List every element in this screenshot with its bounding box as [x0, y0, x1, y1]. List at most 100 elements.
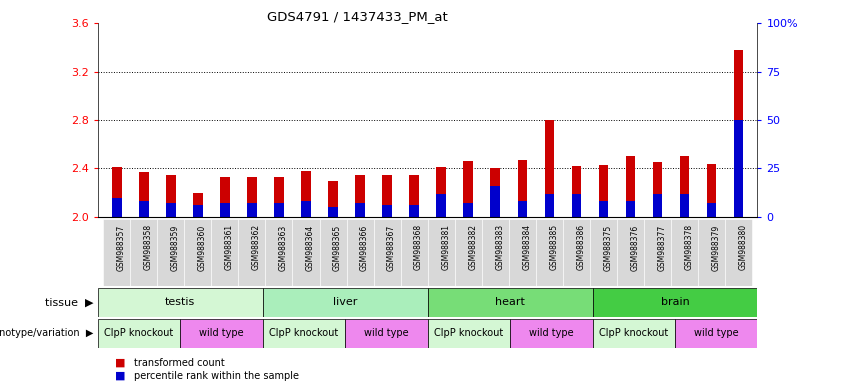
- Bar: [247, 177, 257, 217]
- Bar: [193, 205, 203, 217]
- Bar: [572, 166, 581, 217]
- Bar: [112, 198, 122, 217]
- Text: GSM988368: GSM988368: [414, 224, 423, 270]
- Bar: [382, 175, 391, 217]
- Bar: [98, 288, 263, 317]
- Text: GSM988357: GSM988357: [117, 224, 126, 270]
- Bar: [706, 204, 717, 217]
- Bar: [617, 219, 644, 286]
- Bar: [157, 219, 185, 286]
- Text: GSM988367: GSM988367: [387, 224, 396, 270]
- Bar: [274, 177, 283, 217]
- Text: GSM988385: GSM988385: [549, 224, 558, 270]
- Bar: [301, 202, 311, 217]
- Bar: [545, 194, 554, 217]
- Text: GSM988362: GSM988362: [252, 224, 261, 270]
- Bar: [356, 175, 365, 217]
- Text: GSM988360: GSM988360: [198, 224, 207, 270]
- Text: transformed count: transformed count: [134, 358, 225, 368]
- Bar: [545, 120, 554, 217]
- Bar: [653, 162, 662, 217]
- Bar: [464, 161, 473, 217]
- Bar: [112, 167, 122, 217]
- Bar: [653, 194, 662, 217]
- Text: liver: liver: [333, 297, 357, 308]
- Bar: [490, 186, 500, 217]
- Bar: [598, 165, 608, 217]
- Text: percentile rank within the sample: percentile rank within the sample: [134, 371, 299, 381]
- Bar: [572, 194, 581, 217]
- Bar: [382, 205, 391, 217]
- Bar: [592, 288, 757, 317]
- Bar: [409, 175, 419, 217]
- Bar: [328, 207, 338, 217]
- Bar: [247, 204, 257, 217]
- Bar: [517, 160, 527, 217]
- Bar: [220, 204, 230, 217]
- Text: GSM988363: GSM988363: [279, 224, 288, 270]
- Text: heart: heart: [495, 297, 525, 308]
- Bar: [166, 204, 175, 217]
- Text: wild type: wild type: [529, 328, 574, 338]
- Bar: [592, 319, 675, 348]
- Bar: [625, 202, 635, 217]
- Bar: [427, 319, 510, 348]
- Text: ■: ■: [115, 371, 125, 381]
- Bar: [427, 288, 592, 317]
- Text: GSM988376: GSM988376: [631, 224, 639, 270]
- Text: GSM988380: GSM988380: [739, 224, 747, 270]
- Text: wild type: wild type: [694, 328, 739, 338]
- Text: GSM988381: GSM988381: [441, 224, 450, 270]
- Text: GSM988361: GSM988361: [225, 224, 234, 270]
- Text: GSM988366: GSM988366: [360, 224, 369, 270]
- Text: ClpP knockout: ClpP knockout: [270, 328, 339, 338]
- Bar: [428, 219, 454, 286]
- Bar: [274, 204, 283, 217]
- Text: GSM988375: GSM988375: [603, 224, 613, 270]
- Bar: [590, 219, 617, 286]
- Bar: [734, 120, 743, 217]
- Text: GSM988359: GSM988359: [171, 224, 180, 270]
- Text: GSM988379: GSM988379: [711, 224, 721, 270]
- Bar: [437, 167, 446, 217]
- Bar: [401, 219, 427, 286]
- Bar: [211, 219, 238, 286]
- Bar: [193, 193, 203, 217]
- Bar: [238, 219, 266, 286]
- Bar: [510, 319, 592, 348]
- Text: GSM988365: GSM988365: [333, 224, 342, 270]
- Bar: [103, 219, 130, 286]
- Bar: [263, 319, 346, 348]
- Bar: [409, 205, 419, 217]
- Text: brain: brain: [660, 297, 689, 308]
- Bar: [301, 171, 311, 217]
- Text: genotype/variation  ▶: genotype/variation ▶: [0, 328, 94, 338]
- Bar: [698, 219, 725, 286]
- Bar: [490, 169, 500, 217]
- Bar: [139, 202, 149, 217]
- Bar: [482, 219, 509, 286]
- Text: ClpP knockout: ClpP knockout: [105, 328, 174, 338]
- Bar: [437, 194, 446, 217]
- Bar: [180, 319, 263, 348]
- Bar: [671, 219, 698, 286]
- Bar: [644, 219, 671, 286]
- Bar: [346, 319, 427, 348]
- Bar: [598, 202, 608, 217]
- Text: ClpP knockout: ClpP knockout: [434, 328, 504, 338]
- Bar: [319, 219, 346, 286]
- Bar: [536, 219, 563, 286]
- Text: GDS4791 / 1437433_PM_at: GDS4791 / 1437433_PM_at: [267, 10, 448, 23]
- Bar: [517, 202, 527, 217]
- Bar: [563, 219, 590, 286]
- Bar: [374, 219, 401, 286]
- Bar: [464, 204, 473, 217]
- Bar: [293, 219, 319, 286]
- Text: GSM988358: GSM988358: [144, 224, 153, 270]
- Text: GSM988383: GSM988383: [495, 224, 504, 270]
- Text: tissue  ▶: tissue ▶: [45, 297, 94, 308]
- Bar: [139, 172, 149, 217]
- Text: GSM988378: GSM988378: [684, 224, 694, 270]
- Bar: [454, 219, 482, 286]
- Text: wild type: wild type: [364, 328, 408, 338]
